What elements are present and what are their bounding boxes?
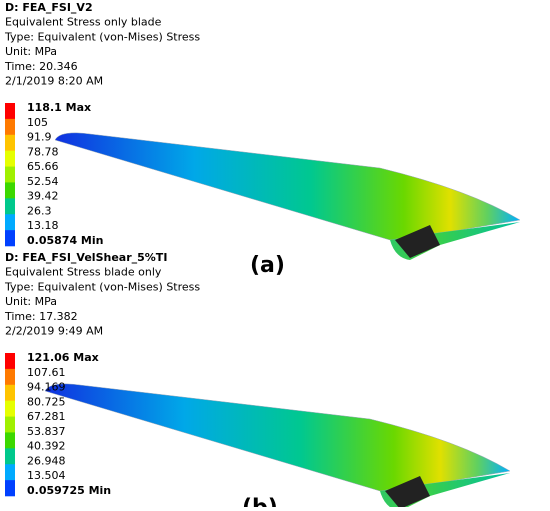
legend-label: 118.1 Max [27,101,91,114]
legend-label: 121.06 Max [27,351,99,364]
legend-swatch [5,230,15,247]
header-line: D: FEA_FSI_VelShear_5%TI [5,251,167,264]
legend-label: 0.05874 Min [27,234,103,247]
header-line: Type: Equivalent (von-Mises) Stress [4,280,200,293]
header-line: D: FEA_FSI_V2 [5,1,93,14]
legend-swatch [5,432,15,449]
legend-label: 52.54 [27,175,59,188]
legend-label: 0.059725 Min [27,484,111,497]
legend-label: 40.392 [27,440,66,453]
legend-swatch [5,182,15,199]
legend-swatch [5,416,15,433]
legend-label: 13.18 [27,219,59,232]
legend-label: 26.948 [27,454,66,467]
legend-swatch [5,353,15,370]
panel-label: (a) [250,253,285,278]
legend-label: 94.169 [27,381,66,394]
legend-swatch [5,134,15,151]
legend-label: 39.42 [27,190,59,203]
header-line: Unit: MPa [5,45,57,58]
header-line: Type: Equivalent (von-Mises) Stress [4,30,200,43]
header-line: Unit: MPa [5,295,57,308]
legend-swatch [5,464,15,481]
legend-label: 53.837 [27,425,66,438]
legend-swatch [5,166,15,183]
legend-swatch [5,368,15,386]
legend-label: 91.9 [27,131,52,144]
legend-label: 107.61 [27,366,66,379]
legend-swatch [5,214,15,231]
blade [44,383,511,511]
blade [54,132,521,260]
header-line: Time: 17.382 [4,310,78,323]
legend-swatch [5,384,15,401]
header-line: 2/1/2019 8:20 AM [5,75,103,88]
legend-swatch [5,448,15,465]
header-line: Time: 20.346 [4,60,78,73]
legend-swatch [5,118,15,136]
legend-swatch [5,480,15,497]
legend-label: 80.725 [27,395,66,408]
legend-label: 67.281 [27,410,66,423]
legend-label: 78.78 [27,145,59,158]
header-line: Equivalent Stress blade only [5,266,162,279]
legend-swatch [5,103,15,120]
legend-swatch [5,198,15,215]
legend-label: 26.3 [27,204,52,217]
legend-swatch [5,400,15,417]
panel-label: (b) [242,496,278,508]
legend-label: 105 [27,116,48,129]
legend-swatch [5,150,15,167]
header-line: 2/2/2019 9:49 AM [5,325,103,338]
legend-label: 13.504 [27,469,66,482]
legend-label: 65.66 [27,160,59,173]
header-line: Equivalent Stress only blade [5,16,162,29]
